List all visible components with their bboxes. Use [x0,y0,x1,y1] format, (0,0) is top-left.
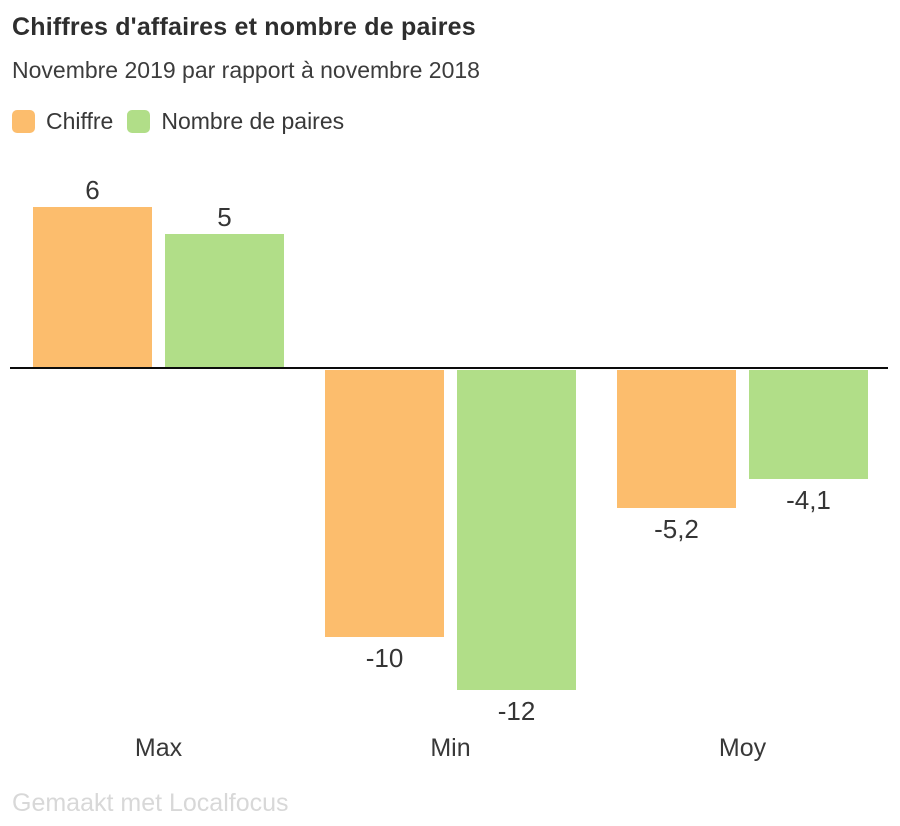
legend: Chiffre Nombre de paires [12,108,345,134]
bar-nombre-de-paires-moy[interactable] [749,369,868,479]
legend-swatch-chiffre-icon [12,110,35,134]
value-label-chiffre-moy: -5,2 [654,514,699,545]
legend-label-nombre-de-paires: Nombre de paires [161,108,345,134]
legend-item-nombre-de-paires[interactable]: Nombre de paires [127,108,345,134]
bar-nombre-de-paires-max[interactable] [165,233,284,367]
legend-item-chiffre[interactable]: Chiffre [12,108,114,134]
value-label-chiffre-min: -10 [365,642,404,673]
legend-swatch-nombre-de-paires-icon [127,110,151,134]
bar-chiffre-max[interactable] [33,206,152,367]
credit-text: Gemaakt met Localfocus [12,789,289,817]
category-label-min: Min [430,734,471,762]
category-label-moy: Moy [718,734,767,762]
chart-subtitle: Novembre 2019 par rapport à novembre 201… [12,57,480,83]
bar-nombre-de-paires-min[interactable] [457,369,576,690]
legend-label-chiffre: Chiffre [46,108,114,134]
value-label-nombre-de-paires-max: 5 [217,201,232,232]
value-label-nombre-de-paires-moy: -4,1 [786,484,831,515]
category-label-max: Max [134,734,183,762]
chart-title: Chiffres d'affaires et nombre de paires [12,13,476,41]
bar-chiffre-moy[interactable] [617,369,736,509]
value-label-chiffre-max: 6 [85,174,100,205]
zero-axis-line [10,367,888,369]
value-label-nombre-de-paires-min: -12 [497,695,536,726]
bar-chiffre-min[interactable] [325,369,444,637]
